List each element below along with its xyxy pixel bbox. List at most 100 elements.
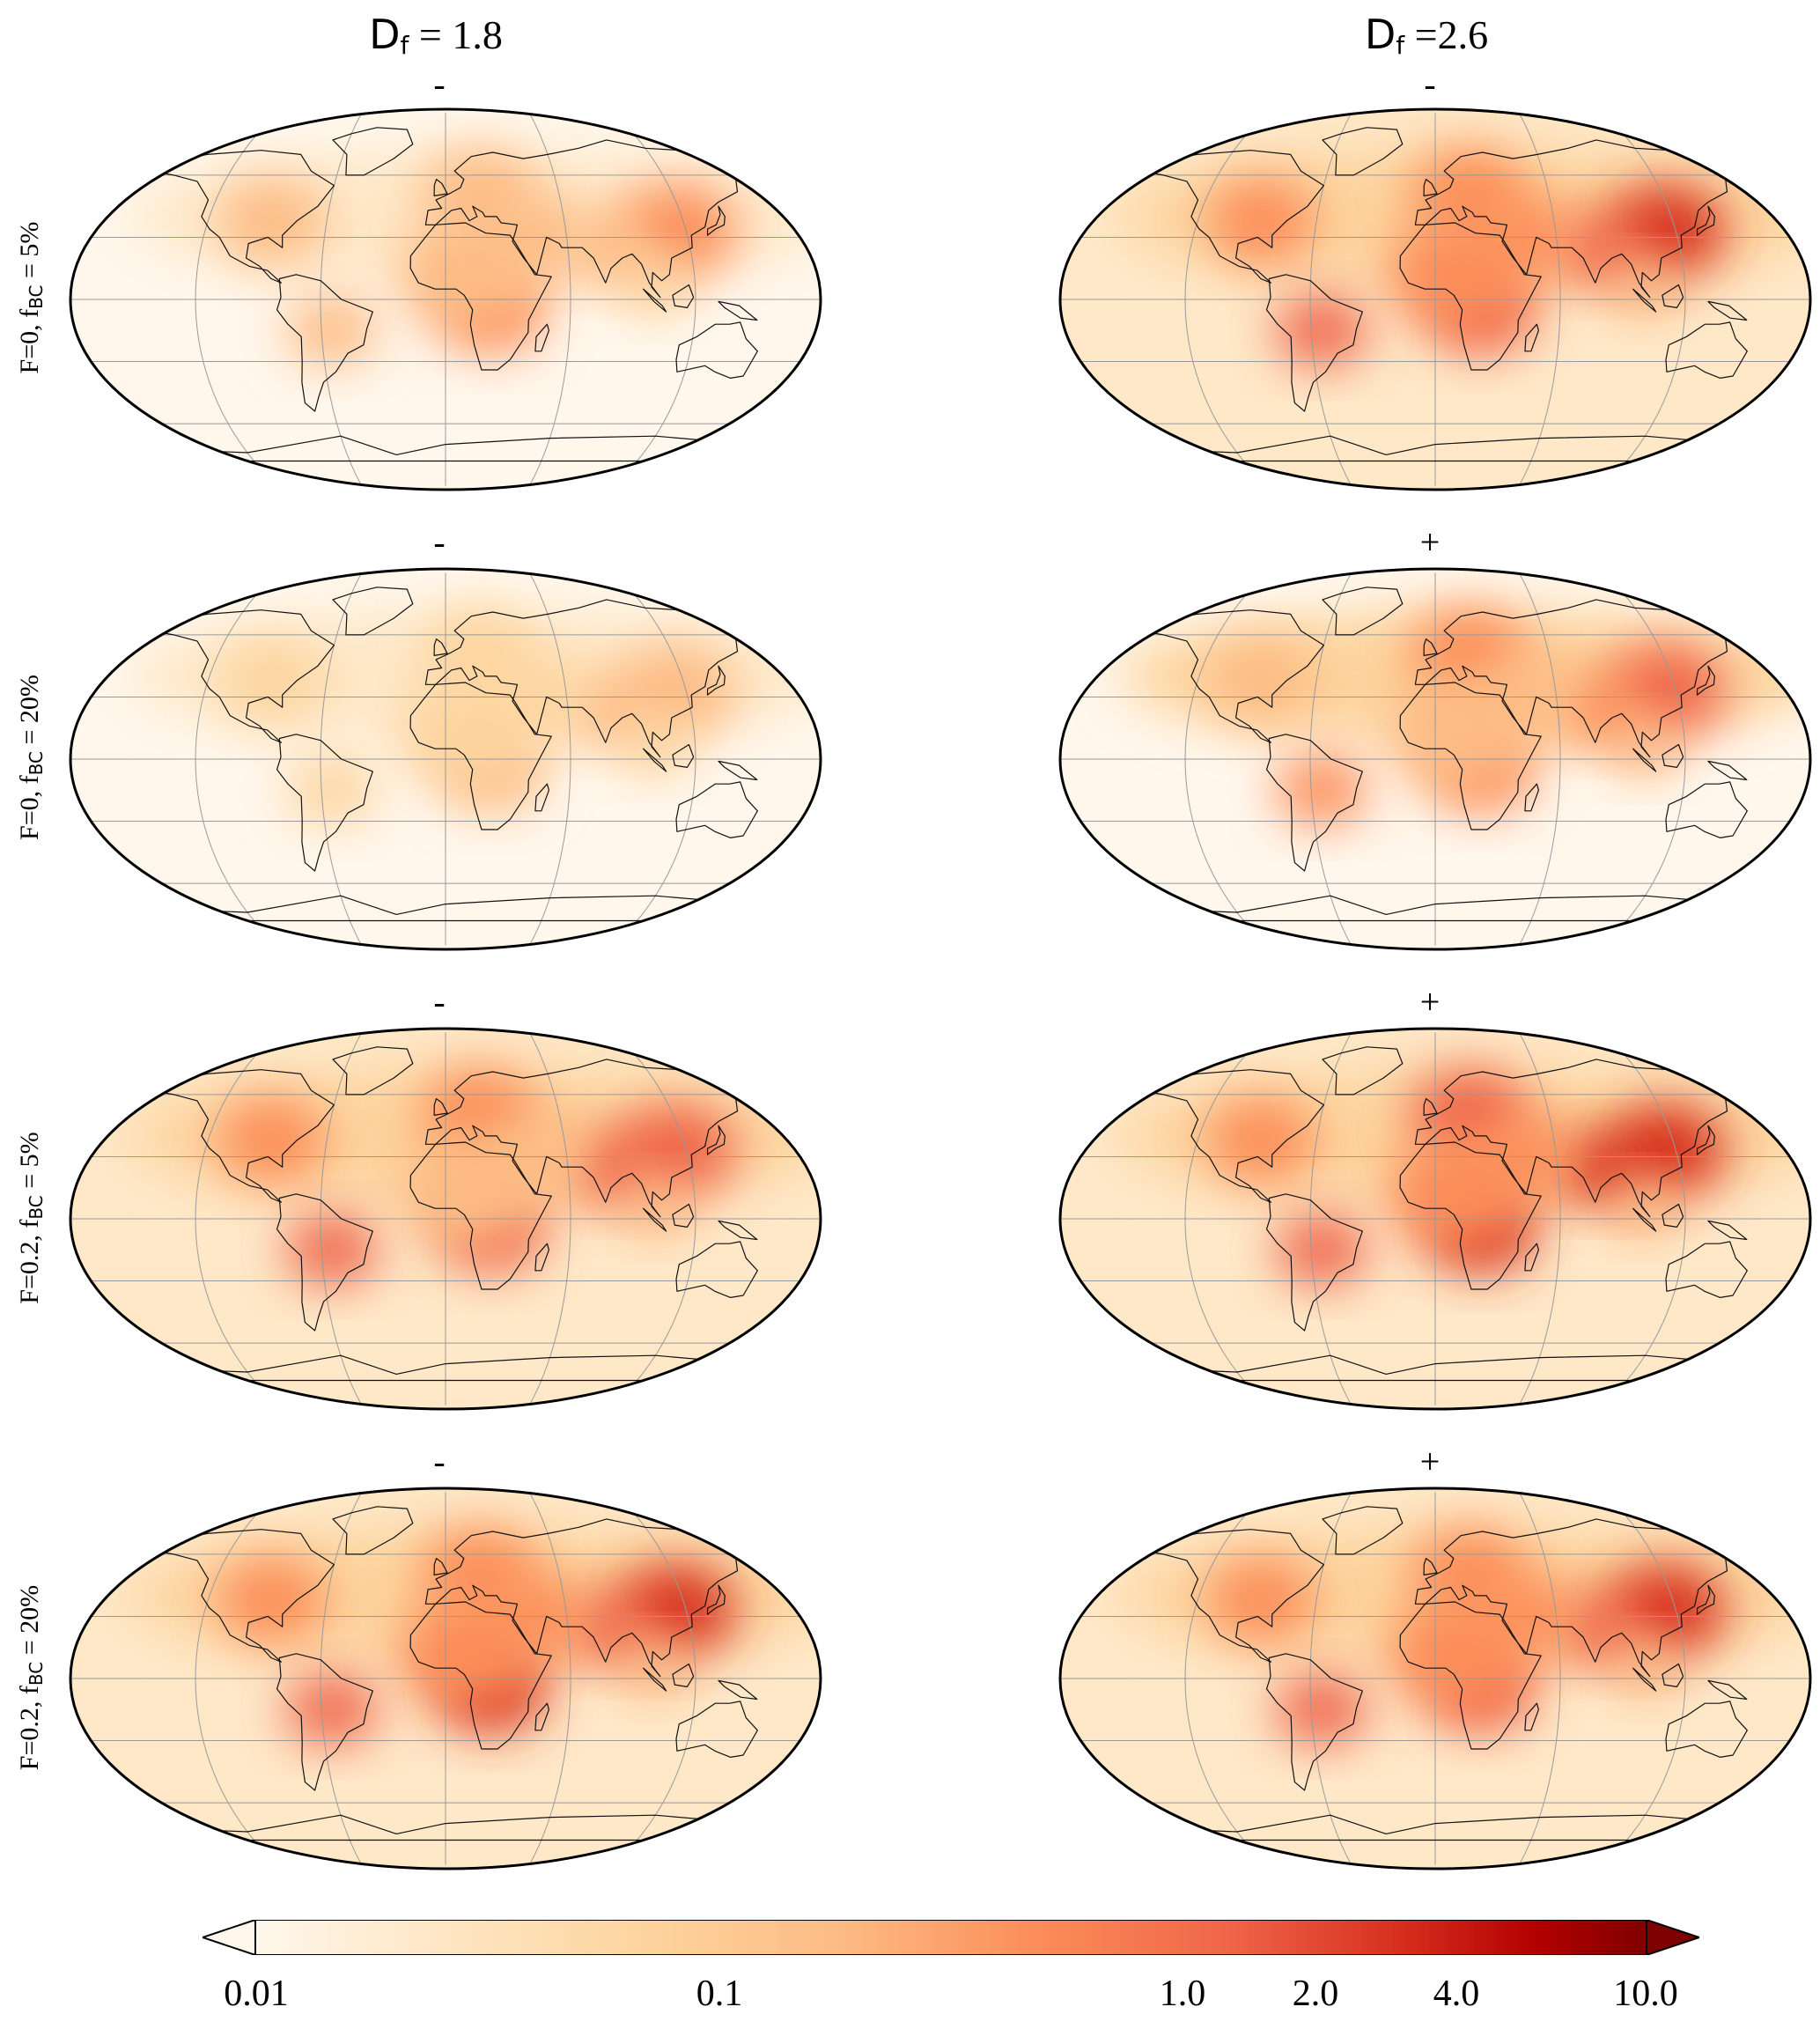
coastline [1665, 1701, 1748, 1758]
coastline [675, 1241, 758, 1298]
coastline [534, 783, 549, 812]
graticule-meridian [320, 572, 363, 946]
row-label-pre: F=0, f [15, 775, 44, 840]
map-panel-r3-c1 [69, 1027, 822, 1411]
concentration-hotspot [1205, 1557, 1316, 1642]
coastline [1665, 321, 1748, 379]
graticule-meridian [613, 1491, 696, 1866]
graticule-meridian [320, 1032, 363, 1406]
panel-sign-r1-c1: - [433, 64, 446, 104]
coastline [643, 748, 667, 772]
coastline [276, 734, 373, 872]
coastline [149, 609, 335, 743]
coastline [1662, 1663, 1684, 1687]
coastline [1414, 1518, 1758, 1678]
concentration-hotspot [285, 295, 378, 366]
concentration-hotspot [216, 178, 327, 263]
map-panel-r1-c2 [1058, 107, 1812, 491]
graticule-meridian [1518, 572, 1561, 946]
coastline [1322, 587, 1404, 636]
coastline [1662, 284, 1684, 308]
concentration-hotspot [1387, 1140, 1525, 1247]
coastline [675, 321, 758, 379]
column-title-rest: =2.6 [1404, 12, 1489, 57]
graticule-meridian [1603, 112, 1686, 487]
coastline [1322, 127, 1404, 176]
map-panel-r3-c2 [1058, 1027, 1812, 1411]
coastline [143, 1814, 753, 1841]
coastline [706, 205, 726, 236]
coastline [1138, 1529, 1324, 1663]
graticule-meridian [1309, 572, 1352, 946]
coastline [424, 1518, 769, 1678]
coastline [433, 179, 448, 196]
coastline [149, 1069, 335, 1203]
colorbar-body [254, 1920, 1647, 1955]
concentration-hotspot [1387, 1600, 1525, 1707]
coastline [718, 1679, 758, 1701]
concentration-hotspot [285, 1214, 378, 1286]
row-label-sub: BC [26, 284, 47, 309]
coastline [332, 1046, 414, 1096]
coastline [1265, 1193, 1363, 1332]
concentration-hotspot [1275, 1214, 1367, 1286]
row-label-post: = 20% [15, 1584, 44, 1662]
concentration-hotspot [397, 221, 535, 328]
coastline [1696, 1125, 1715, 1155]
panel-sign-r1-c2: - [1424, 64, 1436, 104]
coastline [643, 288, 667, 313]
coastline [672, 743, 695, 768]
coastline [1399, 1601, 1542, 1750]
coastline [1524, 783, 1539, 812]
concentration-hotspot [1205, 1097, 1316, 1183]
coastline [672, 1663, 695, 1687]
concentration-hotspot [216, 638, 327, 723]
graticule-meridian [528, 1032, 571, 1406]
map-frame [1058, 107, 1812, 491]
concentration-hotspot [1387, 221, 1525, 328]
column-title-df-2-6: Df =2.6 [1250, 11, 1603, 60]
coastline [718, 1220, 758, 1241]
colorbar-tick-label: 4.0 [1433, 1974, 1480, 2014]
colorbar-tick-label: 2.0 [1292, 1974, 1339, 2014]
graticule-meridian [528, 1492, 571, 1865]
coastline [143, 435, 753, 462]
coastline [424, 139, 769, 299]
map-panel-r1-c1 [69, 107, 822, 491]
map-frame [1058, 1027, 1812, 1411]
coastline [675, 781, 758, 838]
coastline [1632, 1667, 1657, 1692]
coastline [1399, 1141, 1542, 1290]
graticule-meridian [1603, 1491, 1686, 1866]
coastline [706, 1125, 726, 1155]
column-title-main: D [369, 11, 401, 58]
coastline [1696, 1584, 1715, 1615]
graticule-meridian [1184, 1491, 1268, 1866]
coastline [675, 1701, 758, 1758]
coastline [276, 1653, 373, 1791]
graticule-meridian [613, 112, 696, 487]
colorbar-tick-label: 0.01 [224, 1974, 289, 2014]
graticule-meridian [1184, 572, 1268, 947]
coastline [1696, 205, 1715, 236]
row-label-post: = 20% [15, 675, 44, 751]
coastline [1632, 288, 1657, 313]
coastline [1662, 1203, 1684, 1228]
coastline [332, 587, 414, 636]
column-title-main: D [1364, 11, 1396, 58]
coastline [1322, 1506, 1404, 1555]
panel-sign-r2-c2: + [1419, 522, 1441, 562]
panel-sign-r3-c2: + [1419, 982, 1441, 1022]
coastline [706, 665, 726, 696]
coastline [1138, 1069, 1324, 1203]
coastline [534, 1243, 549, 1272]
coastline [1132, 435, 1743, 462]
coastline [332, 127, 414, 176]
coastline [1524, 323, 1539, 352]
row-label-post: = 5% [15, 221, 44, 285]
map-panel-r2-c2 [1058, 567, 1812, 951]
coastline [1423, 1558, 1438, 1575]
map-frame [69, 1487, 822, 1870]
graticule-meridian [1309, 1492, 1352, 1865]
map-panel-r4-c2 [1058, 1487, 1812, 1870]
